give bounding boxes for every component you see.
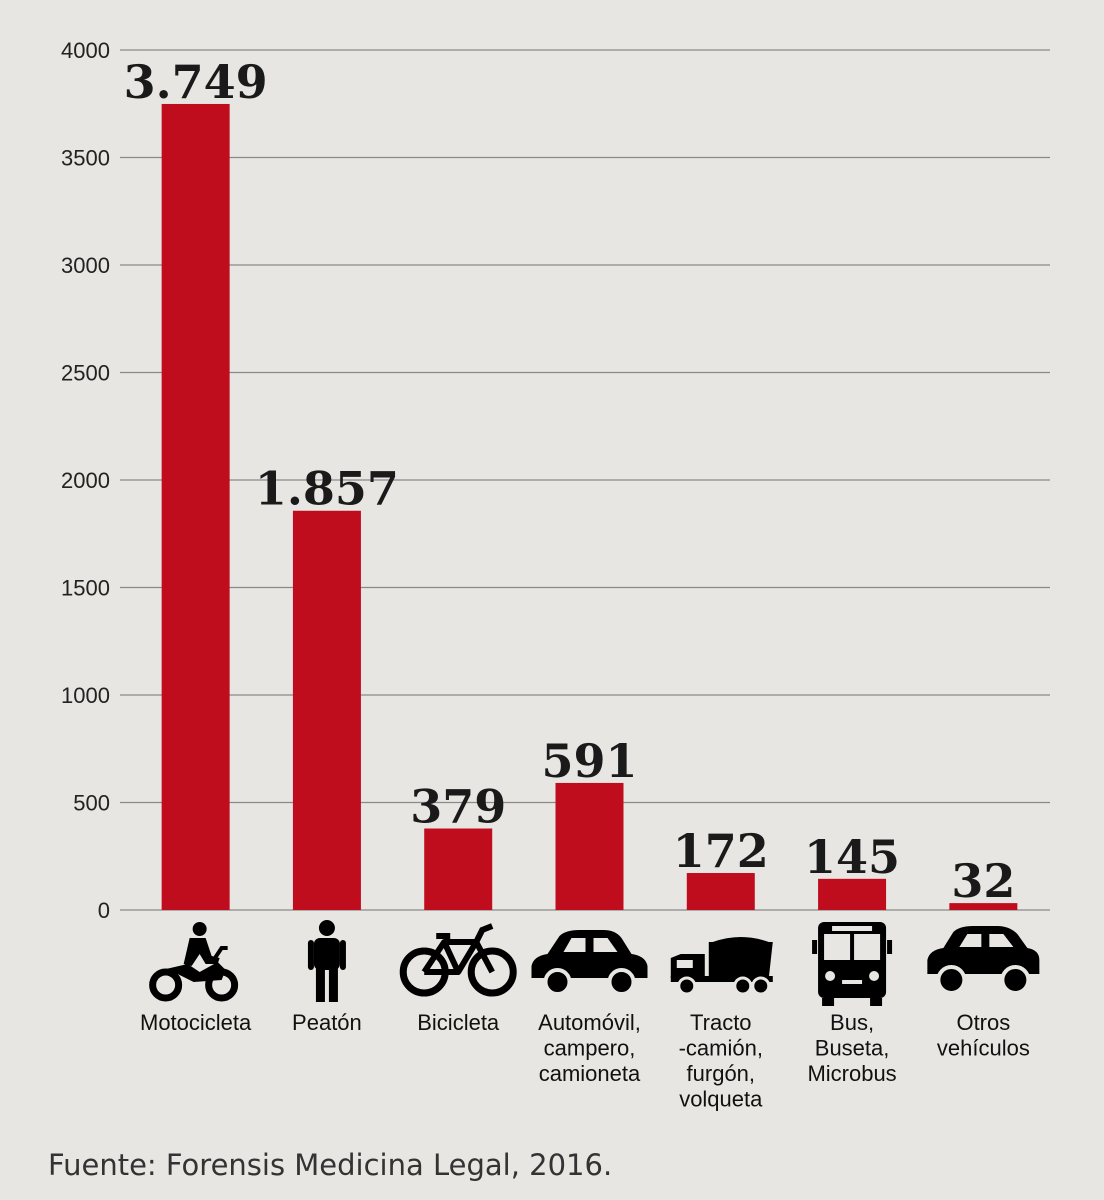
value-label: 32 — [951, 854, 1015, 908]
y-tick-label: 500 — [73, 791, 110, 816]
bar — [555, 782, 624, 910]
car-icon — [531, 930, 648, 996]
y-tick-label: 1000 — [61, 683, 110, 708]
category-labels: Motocicleta Peatón Bicicleta Automóvil, camp… — [140, 1010, 1030, 1112]
bar — [949, 903, 1018, 910]
value-label: 3.749 — [124, 55, 268, 109]
category-label: Bicicleta — [417, 1010, 500, 1035]
y-tick-label: 3500 — [61, 146, 110, 171]
value-label: 172 — [673, 824, 769, 878]
value-label: 1.857 — [255, 462, 399, 516]
bar — [161, 103, 230, 911]
motorcycle-icon — [149, 922, 239, 1002]
bar — [424, 828, 493, 910]
gridlines — [120, 49, 1050, 911]
bars — [161, 103, 1018, 911]
bar — [818, 878, 887, 910]
category-label: Automóvil, campero, camioneta — [538, 1010, 641, 1086]
other-vehicle-icon — [927, 926, 1040, 995]
bicycle-icon — [399, 923, 517, 997]
source-note: Fuente: Forensis Medicina Legal, 2016. — [48, 1148, 613, 1182]
truck-icon — [670, 937, 773, 996]
category-label: Peatón — [292, 1010, 362, 1035]
bar — [686, 873, 755, 910]
y-tick-label: 0 — [98, 898, 110, 923]
bar — [292, 510, 361, 910]
category-label: Motocicleta — [140, 1010, 252, 1035]
category-label: Bus, Buseta, Microbus — [807, 1010, 896, 1086]
value-label: 379 — [410, 780, 506, 834]
category-label: Otros vehículos — [937, 1010, 1030, 1061]
category-icons — [149, 920, 1040, 1006]
value-label: 145 — [804, 830, 900, 884]
pedestrian-icon — [307, 920, 346, 1002]
category-label: Tracto -camión, furgón, volqueta — [679, 1010, 764, 1112]
y-tick-label: 4000 — [61, 38, 110, 63]
y-tick-label: 3000 — [61, 253, 110, 278]
y-tick-label: 1500 — [61, 576, 110, 601]
value-label: 591 — [541, 734, 637, 788]
y-tick-label: 2500 — [61, 361, 110, 386]
value-labels: 3.749 1.857 379 591 172 145 32 — [124, 55, 1016, 908]
bus-icon — [812, 922, 893, 1006]
y-axis: 0 500 1000 1500 2000 2500 3000 3500 4000 — [61, 38, 110, 923]
y-tick-label: 2000 — [61, 468, 110, 493]
